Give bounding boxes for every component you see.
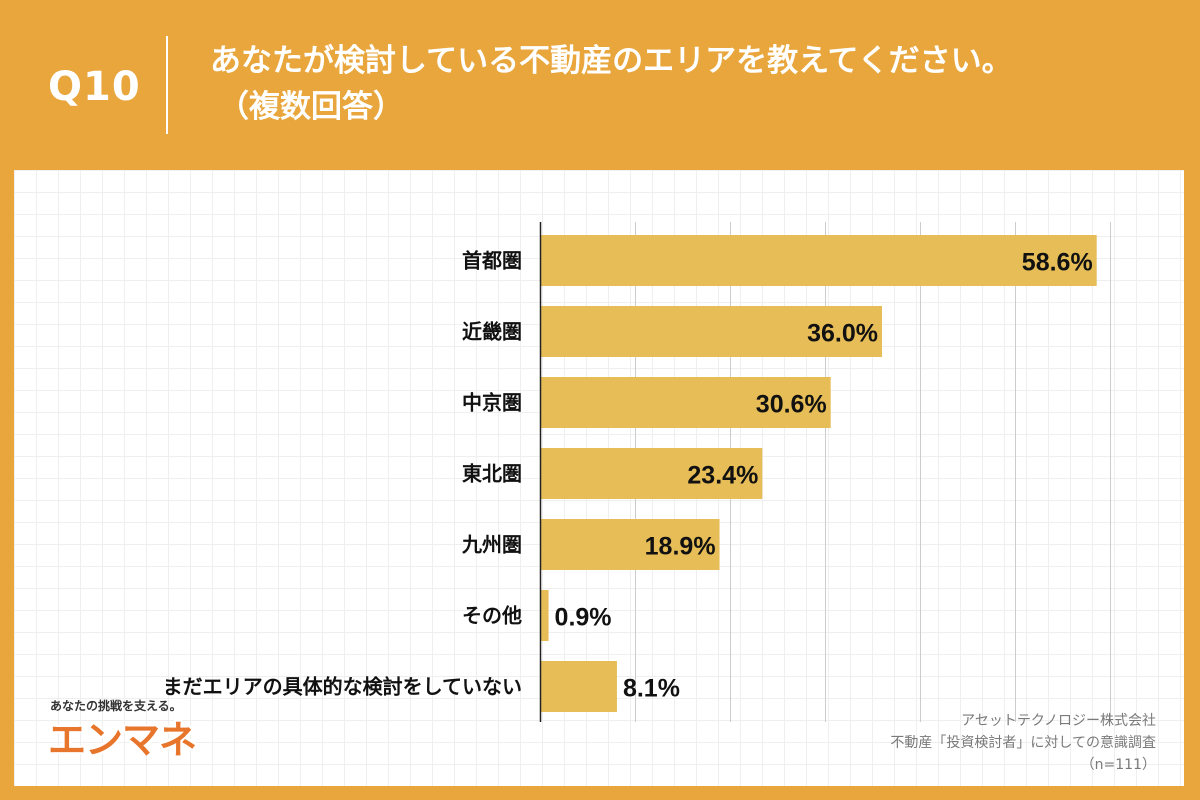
question-number: Q10 [48,64,141,110]
bar [540,590,549,641]
data-label: 8.1% [623,675,680,703]
source-survey: 不動産「投資検討者」に対しての意識調査 [890,735,1156,751]
bar [540,519,720,570]
data-label: 36.0% [807,320,878,348]
bar [540,377,831,428]
title-line-1: あなたが検討している不動産のエリアを教えてください。 [210,43,1013,79]
category-label: その他 [462,604,522,628]
bar-chart: 首都圏 58.6% 近畿圏 36.0% 中京圏 30.6% 東北圏 23.4% 九州圏 18.9%… [163,222,1111,722]
bar [540,661,617,712]
title-line-2: （複数回答） [218,89,404,125]
source-note: アセットテクノロジー株式会社 不動産「投資検討者」に対しての意識調査 （n=11… [890,710,1156,776]
category-label: 首都圏 [462,249,522,273]
question-title: あなたが検討している不動産のエリアを教えてください。 （複数回答） [210,38,1170,130]
category-label: 中京圏 [462,391,522,415]
category-label: まだエリアの具体的な検討をしていない [163,675,522,699]
source-company: アセットテクノロジー株式会社 [961,713,1156,729]
data-label: 23.4% [687,462,758,490]
source-sample: （n=111） [1080,757,1156,773]
data-label: 30.6% [756,391,827,419]
category-label: 東北圏 [462,462,522,486]
brand-logo: エンマネ [48,718,197,762]
chart-panel: 首都圏 58.6% 近畿圏 36.0% 中京圏 30.6% 東北圏 23.4% 九州圏 18.9%… [14,170,1184,786]
category-label: 近畿圏 [462,320,522,344]
data-label: 58.6% [1022,249,1093,277]
data-label: 18.9% [645,533,716,561]
brand-tagline: あなたの挑戦を支える。 [50,699,182,713]
header-divider [166,36,168,134]
data-label: 0.9% [555,604,612,632]
header: Q10 あなたが検討している不動産のエリアを教えてください。 （複数回答） [0,0,1200,170]
bar [540,448,763,499]
bar [540,235,1097,286]
category-label: 九州圏 [461,533,522,557]
bar [540,306,882,357]
